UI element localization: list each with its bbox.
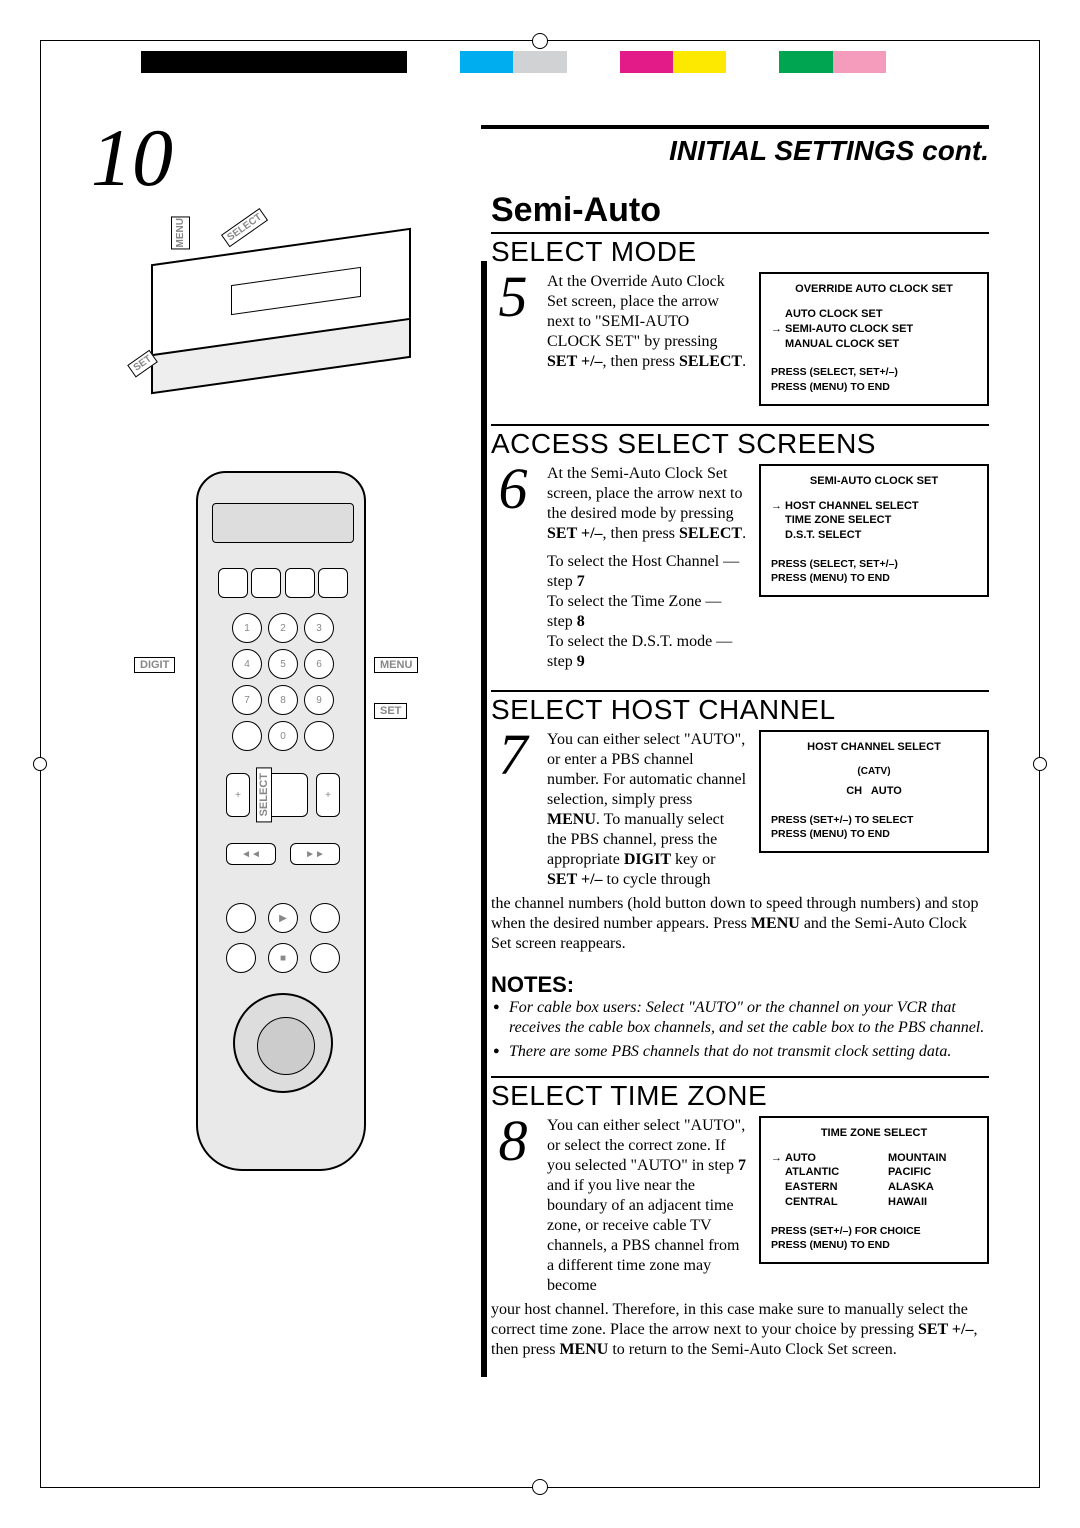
- osd-5-options: AUTO CLOCK SETSEMI-AUTO CLOCK SETMANUAL …: [771, 307, 977, 352]
- step-number-7: 7: [491, 730, 535, 890]
- section-6-title: ACCESS SELECT SCREENS: [491, 424, 989, 460]
- vcr-label-select: SELECT: [221, 208, 268, 248]
- vcr-illustration: MENU SELECT SET: [91, 211, 471, 391]
- osd-host-channel: HOST CHANNEL SELECT (CATV) CH AUTO PRESS…: [759, 730, 989, 854]
- remote-label-select: SELECT: [256, 767, 272, 822]
- step-6-extra-1: To select the Host Channel — step 7: [547, 552, 747, 592]
- step-6-extra-3: To select the D.S.T. mode — step 9: [547, 632, 747, 672]
- osd-6-footer: PRESS (SELECT, SET+/–)PRESS (MENU) TO EN…: [771, 557, 977, 585]
- remote-label-menu: MENU: [374, 657, 418, 673]
- print-colorbar: [141, 51, 939, 73]
- section-6: ACCESS SELECT SCREENS 6 At the Semi-Auto…: [491, 424, 989, 672]
- step-6-text-main: At the Semi-Auto Clock Set screen, place…: [547, 465, 746, 542]
- osd-time-zone: TIME ZONE SELECT AUTOATLANTICEASTERNCENT…: [759, 1116, 989, 1265]
- subheader-semi-auto: Semi-Auto: [491, 191, 989, 230]
- osd-6-title: SEMI-AUTO CLOCK SET: [771, 474, 977, 489]
- step-7-text-cont: the channel numbers (hold button down to…: [491, 894, 989, 954]
- registration-mark-right-icon: [1033, 757, 1047, 771]
- section-5: SELECT MODE 5 At the Override Auto Clock…: [491, 232, 989, 406]
- registration-mark-left-icon: [33, 757, 47, 771]
- step-number-8: 8: [491, 1116, 535, 1296]
- step-number-5: 5: [491, 272, 535, 406]
- osd-7-line: CH AUTO: [771, 784, 977, 799]
- section-8-title: SELECT TIME ZONE: [491, 1076, 989, 1112]
- step-5-text: At the Override Auto Clock Set screen, p…: [547, 272, 747, 406]
- vcr-label-menu: MENU: [171, 216, 190, 249]
- osd-7-footer: PRESS (SET+/–) TO SELECTPRESS (MENU) TO …: [771, 813, 977, 841]
- section-5-title: SELECT MODE: [491, 232, 989, 268]
- remote-label-set: SET: [374, 703, 407, 719]
- header-initial-settings: INITIAL SETTINGS cont.: [481, 125, 989, 167]
- osd-8-options: AUTOATLANTICEASTERNCENTRAL MOUNTAINPACIF…: [771, 1151, 977, 1210]
- section-8: SELECT TIME ZONE 8 You can either select…: [491, 1076, 989, 1360]
- note-1: For cable box users: Select "AUTO" or th…: [509, 998, 989, 1038]
- osd-8-footer: PRESS (SET+/–) FOR CHOICEPRESS (MENU) TO…: [771, 1224, 977, 1252]
- page-content: 10 INITIAL SETTINGS cont. MENU SELECT SE…: [91, 111, 989, 1447]
- illustrations-column: MENU SELECT SET 123 456 789 0 ++ ◄◄►►: [91, 211, 471, 1201]
- osd-override-auto-clock: OVERRIDE AUTO CLOCK SET AUTO CLOCK SETSE…: [759, 272, 989, 406]
- notes-block: NOTES: For cable box users: Select "AUTO…: [491, 972, 989, 1062]
- osd-5-title: OVERRIDE AUTO CLOCK SET: [771, 282, 977, 297]
- page-number: 10: [91, 111, 173, 205]
- step-8-text: You can either select "AUTO", or select …: [547, 1116, 747, 1296]
- osd-7-title: HOST CHANNEL SELECT: [771, 740, 977, 755]
- step-number-6: 6: [491, 464, 535, 672]
- osd-semi-auto-clock: SEMI-AUTO CLOCK SET HOST CHANNEL SELECTT…: [759, 464, 989, 598]
- step-6-text: At the Semi-Auto Clock Set screen, place…: [547, 464, 747, 672]
- osd-7-sub: (CATV): [771, 765, 977, 779]
- osd-5-footer: PRESS (SELECT, SET+/–)PRESS (MENU) TO EN…: [771, 365, 977, 393]
- remote-label-digit: DIGIT: [134, 657, 175, 673]
- step-8-text-cont: your host channel. Therefore, in this ca…: [491, 1300, 989, 1360]
- notes-list: For cable box users: Select "AUTO" or th…: [491, 998, 989, 1062]
- section-divider-strip: [481, 261, 487, 1377]
- step-7-text: You can either select "AUTO", or enter a…: [547, 730, 747, 890]
- section-7: SELECT HOST CHANNEL 7 You can either sel…: [491, 690, 989, 954]
- osd-8-title: TIME ZONE SELECT: [771, 1126, 977, 1141]
- remote-illustration: 123 456 789 0 ++ ◄◄►► ▶ ■ DIGIT MENU SET…: [91, 441, 471, 1201]
- step-6-extra-2: To select the Time Zone — step 8: [547, 592, 747, 632]
- page-frame: 10 INITIAL SETTINGS cont. MENU SELECT SE…: [40, 40, 1040, 1488]
- section-7-title: SELECT HOST CHANNEL: [491, 690, 989, 726]
- osd-6-options: HOST CHANNEL SELECTTIME ZONE SELECTD.S.T…: [771, 499, 977, 544]
- notes-header: NOTES:: [491, 972, 989, 998]
- instructions-column: Semi-Auto SELECT MODE 5 At the Override …: [491, 191, 989, 1378]
- note-2: There are some PBS channels that do not …: [509, 1042, 989, 1062]
